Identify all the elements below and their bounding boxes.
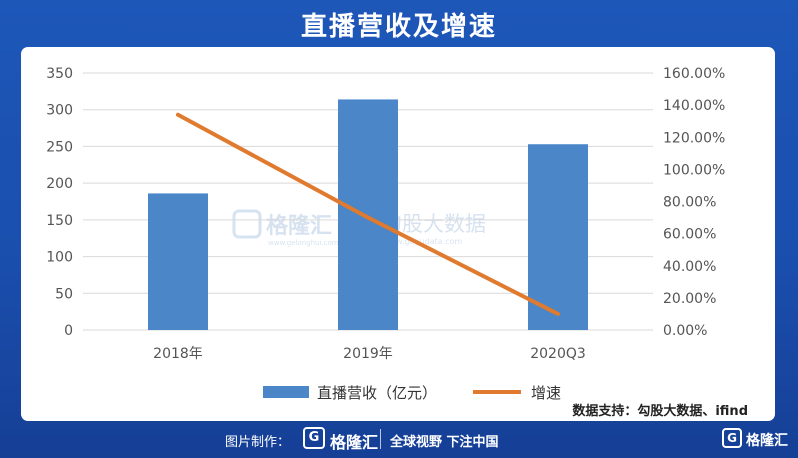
footer-credit: 图片制作： <box>225 435 291 450</box>
right-tick-label: 100.00% <box>663 162 725 178</box>
legend-bar-swatch <box>263 386 309 398</box>
left-tick-label: 350 <box>46 66 73 82</box>
page-title: 直播营收及增速 <box>300 12 497 42</box>
left-y-axis: 0 50 100 150 200 250 300 350 <box>46 66 73 339</box>
footer-logo-text: 格隆汇 <box>330 433 379 452</box>
x-axis: 2018年 2019年 2020Q3 <box>153 346 586 362</box>
watermark-brand: 格隆汇 <box>266 213 332 239</box>
growth-line <box>176 112 560 316</box>
bar <box>528 144 588 330</box>
right-tick-label: 160.00% <box>663 66 725 82</box>
footer-logo-icon-right: G <box>722 428 742 448</box>
chart-panel: 格隆汇 www.gelonghui.com 勾股大数据 www.gogudata… <box>21 47 775 421</box>
footer-divider <box>380 429 381 449</box>
right-tick-label: 80.00% <box>663 195 716 211</box>
left-tick-label: 0 <box>64 323 73 339</box>
combo-chart: 格隆汇 www.gelonghui.com 勾股大数据 www.gogudata… <box>46 66 725 402</box>
legend: 直播营收（亿元） 增速 <box>263 384 561 402</box>
x-tick-label: 2019年 <box>343 346 393 362</box>
source-note: 数据支持：勾股大数据、ifind <box>572 404 748 419</box>
watermark-logo-icon <box>232 209 262 239</box>
right-tick-label: 140.00% <box>663 98 725 114</box>
right-tick-label: 20.00% <box>663 291 716 307</box>
right-tick-label: 40.00% <box>663 259 716 275</box>
watermark-site2: www.gogudata.com <box>383 237 462 246</box>
left-tick-label: 300 <box>46 103 73 119</box>
left-tick-label: 250 <box>46 139 73 155</box>
x-tick-label: 2018年 <box>153 346 203 362</box>
bar-series <box>148 99 588 330</box>
left-tick-label: 200 <box>46 176 73 192</box>
footer-logo-icon: G <box>303 427 325 449</box>
footer-slogan: 全球视野 下注中国 <box>390 435 499 450</box>
left-tick-label: 150 <box>46 213 73 229</box>
left-tick-label: 50 <box>55 286 73 302</box>
left-tick-label: 100 <box>46 250 73 266</box>
legend-bar-label: 直播营收（亿元） <box>317 384 437 402</box>
watermark-site1: www.gelonghui.com <box>268 239 339 247</box>
footer: 图片制作： G 格隆汇 全球视野 下注中国 G 格隆汇 <box>0 421 798 458</box>
bar <box>338 99 398 330</box>
right-tick-label: 60.00% <box>663 227 716 243</box>
x-tick-label: 2020Q3 <box>530 346 586 362</box>
right-tick-label: 0.00% <box>663 323 707 339</box>
legend-line-label: 增速 <box>531 384 561 402</box>
bar <box>148 193 208 330</box>
right-tick-label: 120.00% <box>663 130 725 146</box>
footer-logo-text-right: 格隆汇 <box>746 433 788 449</box>
line-series <box>176 112 560 316</box>
right-y-axis: 0.00% 20.00% 40.00% 60.00% 80.00% 100.00% 120.… <box>663 66 725 339</box>
